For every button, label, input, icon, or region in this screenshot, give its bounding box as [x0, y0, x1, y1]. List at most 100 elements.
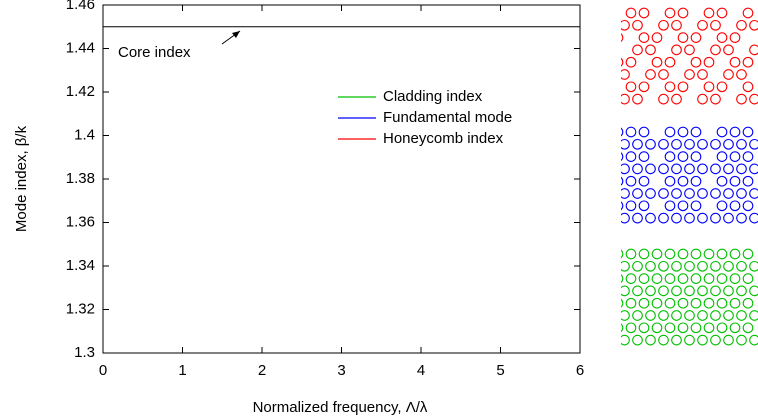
lattice-hole	[638, 7, 650, 19]
lattice-hole	[621, 274, 624, 284]
lattice-hole	[658, 93, 669, 105]
lattice-hole	[742, 248, 754, 260]
x-tick-label: 4	[417, 362, 425, 379]
lattice-hole	[621, 176, 624, 186]
lattice-hole	[684, 69, 695, 80]
lattice-hole	[703, 56, 715, 68]
lattice-hole	[621, 260, 630, 272]
lattice-hole	[677, 322, 689, 334]
lattice-hole	[625, 322, 637, 334]
lattice-hole	[723, 310, 734, 321]
lattice-hole	[742, 200, 754, 212]
y-tick-label: 1.46	[66, 0, 95, 13]
lattice-hole	[736, 188, 747, 199]
lattice-hole	[742, 126, 754, 138]
lattice-hole	[638, 322, 650, 334]
lattice-hole	[621, 19, 630, 31]
lattice-hole	[710, 212, 721, 224]
lattice-hole	[742, 7, 754, 19]
lattice-hole	[716, 297, 728, 309]
lattice-hole	[703, 297, 715, 309]
lattice-hole	[664, 81, 676, 93]
lattice-hole	[729, 56, 741, 68]
y-tick-label: 1.32	[66, 300, 95, 317]
lattice-hole	[625, 56, 637, 68]
lattice-hole	[690, 56, 702, 68]
lattice-hole	[716, 7, 728, 19]
lattice-hole	[621, 188, 630, 199]
lattice-hole	[638, 32, 650, 43]
lattice-hole	[677, 81, 689, 93]
lattice-hole	[690, 32, 702, 43]
lattice-hole	[729, 151, 741, 162]
x-tick-label: 1	[178, 362, 186, 379]
lattice-hole	[664, 248, 676, 260]
lattice-hole	[697, 69, 708, 80]
lattice-hole	[625, 126, 637, 138]
lattice-hole	[671, 334, 682, 346]
x-tick-label: 2	[258, 362, 266, 379]
x-tick-label: 5	[496, 362, 504, 379]
lattice-hole	[716, 248, 728, 260]
lattice-hole	[651, 297, 663, 309]
lattice-hole	[632, 19, 643, 31]
lattice-hole	[723, 163, 734, 175]
lattice-hole	[710, 334, 721, 346]
legend-label: Fundamental mode	[383, 109, 512, 126]
lattice-hole	[632, 44, 643, 56]
lattice-hole	[729, 322, 741, 334]
lattice-hole	[736, 260, 747, 272]
lattice-hole	[684, 285, 695, 297]
lattice-hole	[658, 19, 669, 31]
x-axis-label: Normalized frequency, Λ/λ	[253, 399, 428, 416]
lattice-hole	[690, 175, 702, 187]
lattice-hole	[638, 297, 650, 309]
x-tick-label: 6	[576, 362, 584, 379]
lattice-hole	[729, 273, 741, 284]
lattice-hole	[742, 273, 754, 284]
lattice-hole	[621, 310, 630, 321]
lattice-hole	[625, 297, 637, 309]
y-tick-label: 1.42	[66, 83, 95, 100]
lattice-hole	[716, 322, 728, 334]
lattice-hole	[710, 260, 721, 272]
lattice-hole	[690, 248, 702, 260]
lattice-hole	[729, 175, 741, 187]
lattice-hole	[710, 93, 721, 105]
lattice-hole	[749, 163, 758, 175]
lattice-hole	[671, 212, 682, 224]
lattice-hole	[742, 322, 754, 334]
lattice-hole	[625, 151, 637, 162]
lattice-hole	[621, 212, 630, 224]
lattice-hole	[671, 19, 682, 31]
lattice-hole	[749, 212, 758, 224]
lattice-hole	[716, 273, 728, 284]
lattice-hole	[736, 212, 747, 224]
lattice-hole	[736, 69, 747, 80]
lattice-hole	[716, 175, 728, 187]
lattice-hole	[621, 33, 624, 43]
lattice-hole	[736, 163, 747, 175]
lattice-hole	[632, 285, 643, 297]
lattice-hole	[621, 201, 624, 211]
lattice-hole	[671, 285, 682, 297]
lattice-hole	[697, 334, 708, 346]
lattice-panels	[621, 7, 758, 346]
lattice-hole	[736, 285, 747, 297]
lattice-hole	[658, 334, 669, 346]
lattice-hole	[749, 93, 758, 105]
lattice-hole	[690, 297, 702, 309]
lattice-hole	[658, 138, 669, 150]
lattice-hole	[621, 298, 624, 308]
lattice-hole	[671, 260, 682, 272]
lattice-hole	[621, 285, 630, 297]
lattice-hole	[645, 69, 656, 80]
lattice-hole	[736, 93, 747, 105]
lattice-hole	[723, 138, 734, 150]
lattice-hole	[638, 81, 650, 93]
y-tick-label: 1.44	[66, 39, 95, 56]
lattice-hole	[671, 44, 682, 56]
lattice-hole	[664, 151, 676, 162]
lattice-hole	[621, 69, 630, 80]
lattice-hole	[664, 56, 676, 68]
